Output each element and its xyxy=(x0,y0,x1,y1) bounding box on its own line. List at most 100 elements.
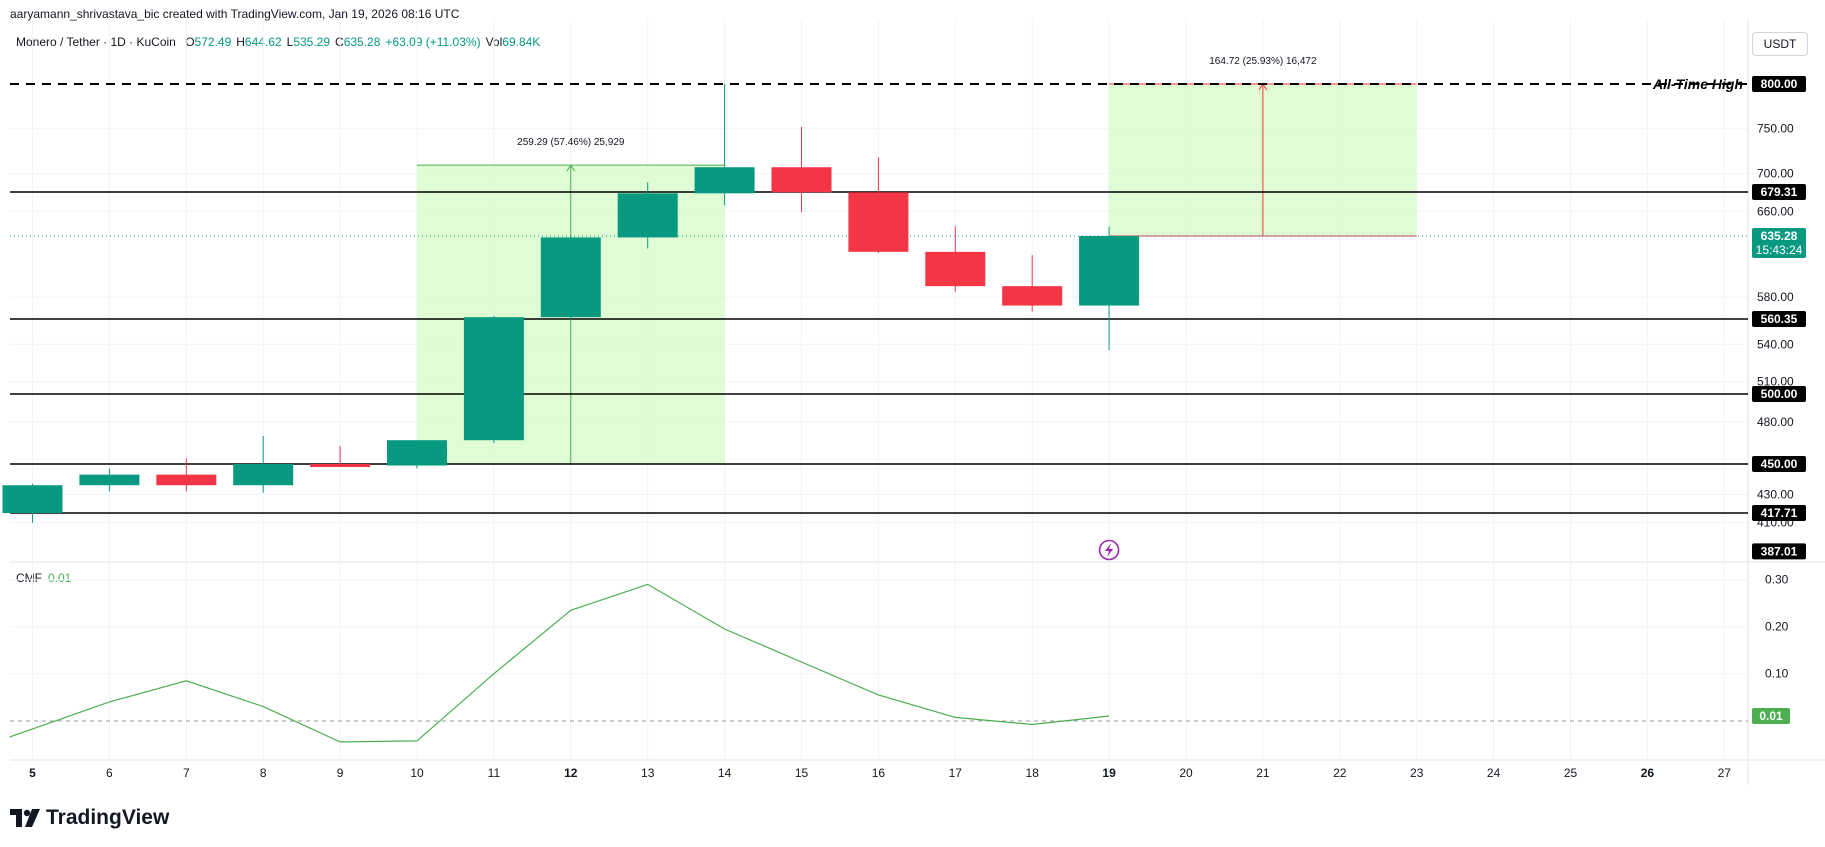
candle-body xyxy=(1079,236,1140,306)
candle-body xyxy=(79,474,140,486)
ohlc-key: L xyxy=(286,35,294,49)
price-tick-label: 540.00 xyxy=(1757,337,1794,351)
level-price-tag-bg xyxy=(1752,76,1806,92)
time-tick-label: 24 xyxy=(1487,766,1501,780)
ohlc-item: L535.29 xyxy=(287,35,330,49)
cmf-name: CMF xyxy=(16,571,42,585)
candle-body xyxy=(387,440,447,466)
time-tick-label: 23 xyxy=(1410,766,1424,780)
candle xyxy=(387,440,447,469)
cmf-legend: CMF 0.01 xyxy=(16,571,71,585)
time-tick-label: 27 xyxy=(1718,766,1732,780)
candle xyxy=(156,458,217,492)
time-tick-label: 22 xyxy=(1333,766,1347,780)
level-price-tag-bg xyxy=(1752,386,1806,402)
time-tick-label: 11 xyxy=(488,766,501,780)
currency-button[interactable]: USDT xyxy=(1752,32,1808,56)
attribution-text: aaryamann_shrivastava_bic created with T… xyxy=(10,7,460,21)
cmf-value: 0.01 xyxy=(48,571,72,585)
candle-body xyxy=(233,464,294,486)
candle-body xyxy=(156,474,217,486)
candle xyxy=(2,483,63,523)
candle xyxy=(79,468,140,492)
time-tick-label: 9 xyxy=(337,766,344,780)
ohlc-value: 69.84K xyxy=(502,35,541,49)
level-price-tag: 500.00 xyxy=(1761,387,1798,401)
time-tick-label: 10 xyxy=(410,766,424,780)
candle xyxy=(771,126,832,213)
cmf-value-tag: 0.01 xyxy=(1759,709,1783,723)
ohlc-item: O572.49 xyxy=(185,35,231,49)
ath-label: All-Time High xyxy=(1652,76,1743,92)
cmf-value-tag-bg xyxy=(1752,708,1790,724)
level-price-tag: 450.00 xyxy=(1761,457,1798,471)
symbol-title: Monero / Tether · 1D · KuCoin xyxy=(16,35,176,49)
cmf-tick-label: 0.20 xyxy=(1765,620,1789,634)
measure-label: 259.29 (57.46%) 25,929 xyxy=(517,137,625,148)
time-tick-label: 8 xyxy=(260,766,267,780)
candle xyxy=(617,182,678,249)
last-price-tag-bg xyxy=(1752,228,1806,258)
time-tick-label: 21 xyxy=(1256,766,1270,780)
level-price-tag: 417.71 xyxy=(1761,506,1798,520)
time-tick-label: 16 xyxy=(872,766,886,780)
time-tick-label: 17 xyxy=(949,766,963,780)
time-tick-label: 13 xyxy=(641,766,655,780)
candles xyxy=(2,84,1140,523)
candle xyxy=(848,157,909,253)
time-tick-label: 26 xyxy=(1641,766,1655,780)
bottom-price-tag: 387.01 xyxy=(1761,544,1798,558)
candle-body xyxy=(771,167,832,193)
cmf-line xyxy=(9,583,1110,743)
lightning-icon xyxy=(1098,539,1120,561)
level-price-tag: 560.35 xyxy=(1761,312,1798,326)
level-price-tag-bg xyxy=(1752,311,1806,327)
price-axis: 750.00 700.00 660.00 580.00 540.00 510.00 480.… xyxy=(1752,76,1806,560)
ohlc-item: +63.09 (+11.03%) xyxy=(385,35,480,49)
price-tick-label: 510.00 xyxy=(1757,375,1794,389)
cmf-tick-label: 0.30 xyxy=(1765,573,1789,587)
price-tick-label: 480.00 xyxy=(1757,415,1794,429)
candle xyxy=(310,445,371,468)
time-tick-label: 14 xyxy=(718,766,732,780)
time-tick-label: 19 xyxy=(1102,766,1116,780)
candle-body xyxy=(463,317,524,441)
level-price-tag-bg xyxy=(1752,505,1806,521)
cmf-tick-label: 0.10 xyxy=(1765,667,1789,681)
candle xyxy=(925,226,986,292)
time-tick-label: 5 xyxy=(29,766,36,780)
time-tick-label: 6 xyxy=(106,766,113,780)
ohlc-item: C635.28 xyxy=(335,35,380,49)
candle-body xyxy=(848,192,909,252)
time-tick-label: 15 xyxy=(795,766,809,780)
candle xyxy=(233,436,294,493)
measure-arrowhead xyxy=(566,164,576,172)
level-price-tag: 679.31 xyxy=(1761,185,1798,199)
grid-lines xyxy=(10,20,1748,760)
candle-body xyxy=(694,167,755,194)
price-tick-label: 580.00 xyxy=(1757,290,1794,304)
tradingview-logo[interactable]: TradingView xyxy=(10,806,169,830)
ohlc-key: C xyxy=(335,35,344,49)
price-chart[interactable]: 259.29 (57.46%) 25,929 164.72 (25.93%) 16… xyxy=(0,0,1825,800)
time-tick-label: 25 xyxy=(1564,766,1578,780)
lightning-icon-bolt xyxy=(1105,543,1114,557)
candle-body xyxy=(310,464,371,468)
ohlc-key: H xyxy=(236,35,245,49)
candle-body xyxy=(617,193,678,238)
candle-body xyxy=(925,251,986,287)
brand-name: TradingView xyxy=(46,806,170,829)
candle xyxy=(463,316,524,443)
time-tick-label: 12 xyxy=(564,766,578,780)
price-tick-label: 430.00 xyxy=(1757,487,1794,501)
candle-body xyxy=(2,485,63,513)
price-tick-label: 660.00 xyxy=(1757,204,1794,218)
tradingview-logo-icon xyxy=(10,809,40,827)
level-price-tag-bg xyxy=(1752,184,1806,200)
level-price-tag-bg xyxy=(1752,456,1806,472)
candle-body xyxy=(1002,286,1063,306)
last-price-tag: 635.28 xyxy=(1761,229,1798,243)
price-tick-label: 750.00 xyxy=(1757,122,1794,136)
ohlc-key: O xyxy=(185,35,195,49)
candle xyxy=(1002,255,1063,312)
